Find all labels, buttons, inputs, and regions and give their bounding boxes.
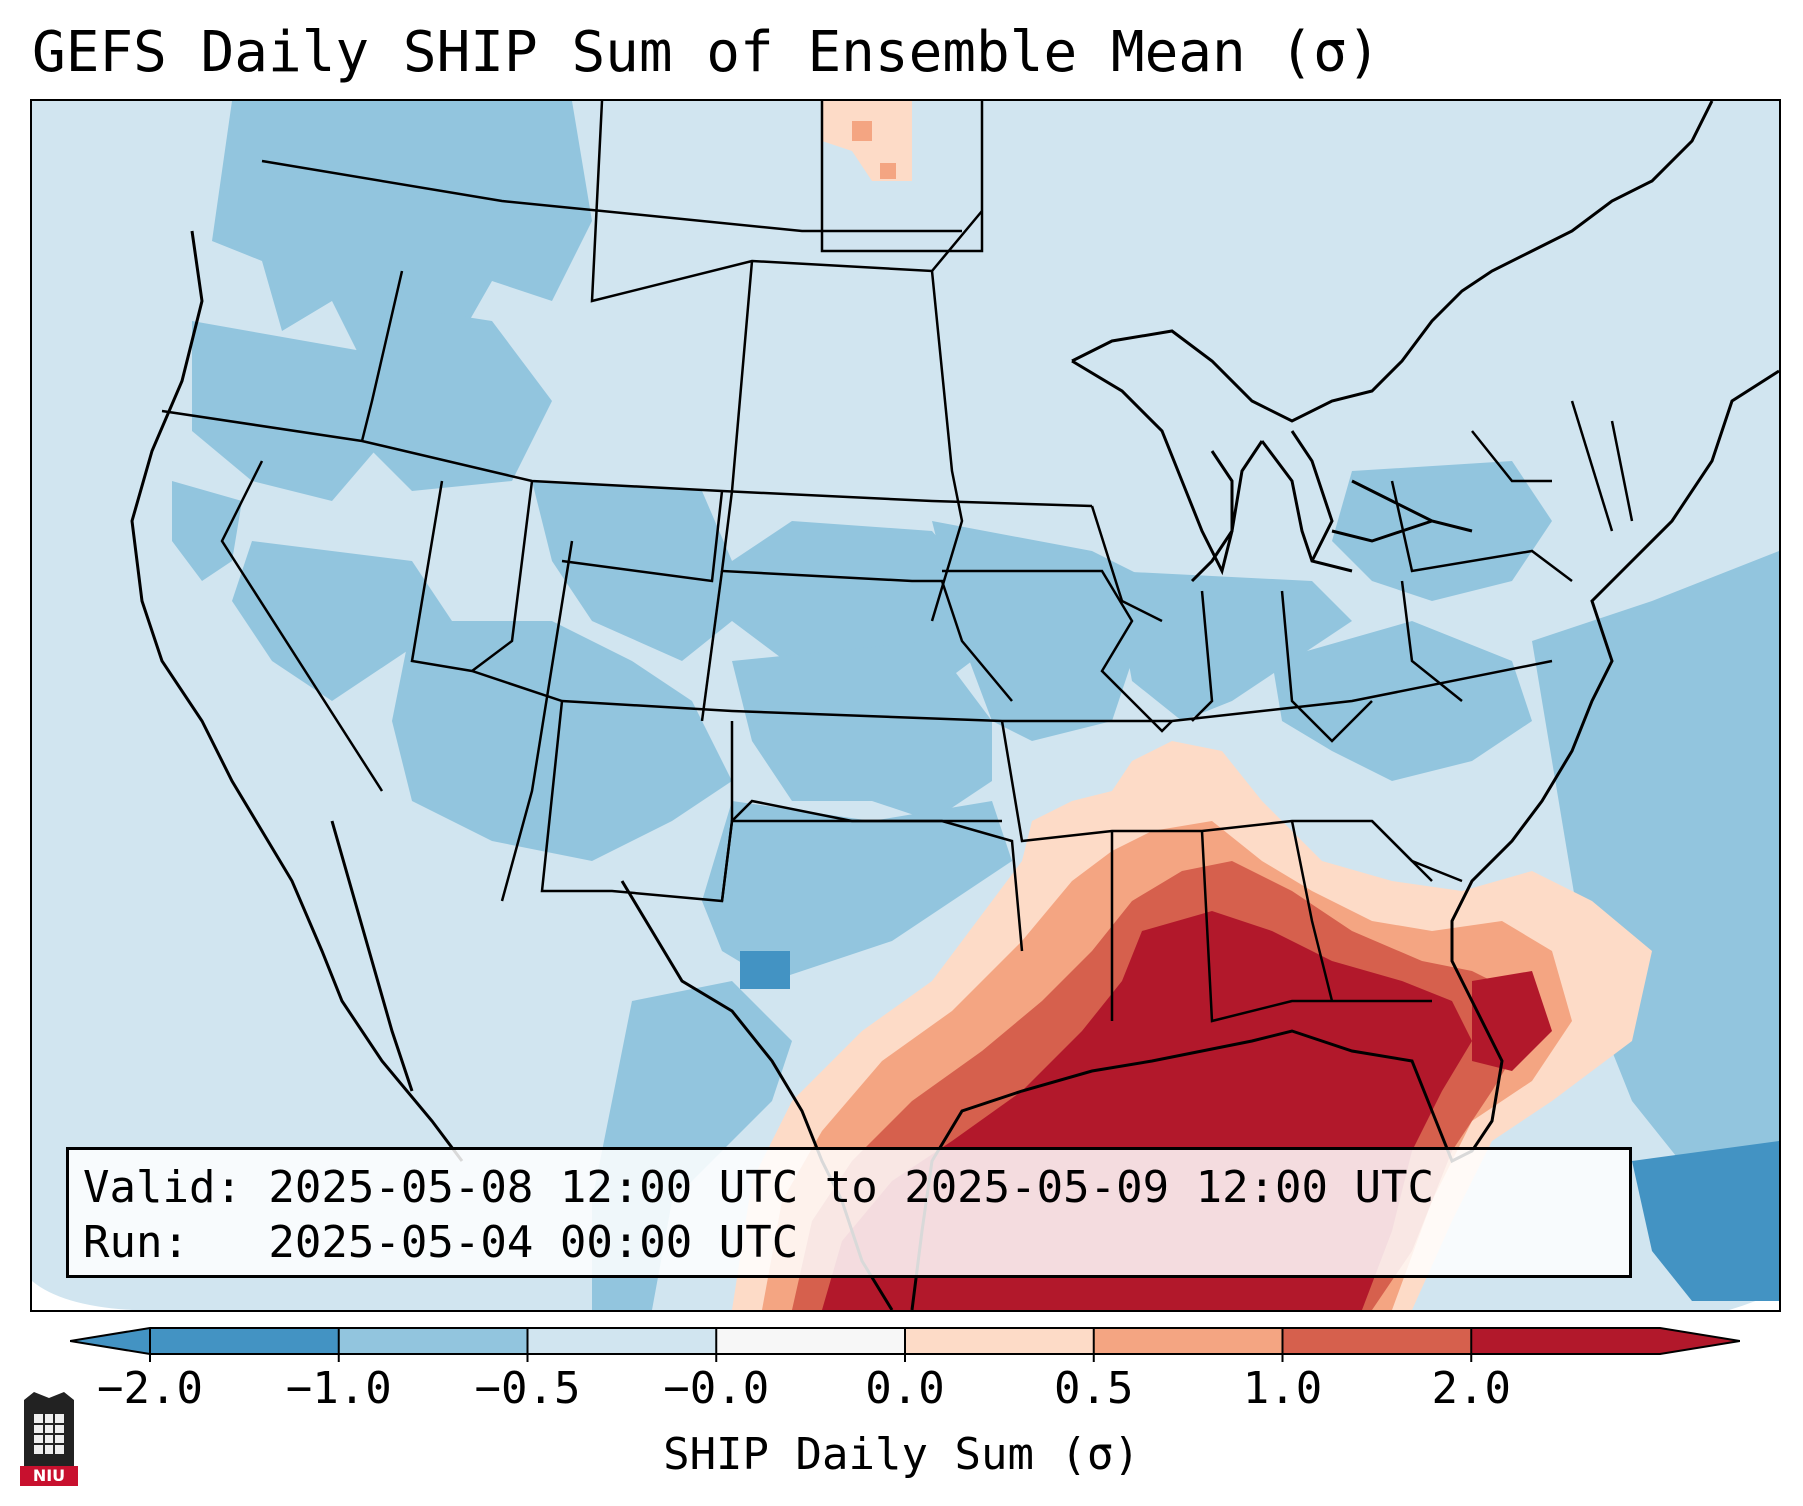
colorbar-tick-label: 0.5 xyxy=(1054,1363,1134,1414)
logo-banner xyxy=(20,1466,78,1486)
colorbar-segment xyxy=(338,1328,528,1354)
colorbar-tick-label: 1.0 xyxy=(1242,1363,1323,1414)
colorbar-label: SHIP Daily Sum (σ) xyxy=(663,1429,1140,1480)
chart-title: GEFS Daily SHIP Sum of Ensemble Mean (σ) xyxy=(32,20,1381,85)
colorbar-tick-label: −2.0 xyxy=(97,1363,203,1414)
colorbar-segment xyxy=(527,1328,717,1354)
colorbar-segments xyxy=(150,1328,1661,1354)
colorbar-tick-label: −0.0 xyxy=(663,1363,770,1414)
run-info-box: Valid: 2025-05-08 12:00 UTC to 2025-05-0… xyxy=(66,1147,1632,1278)
anomaly-map xyxy=(32,101,1779,1310)
colorbar-tick-label: −0.5 xyxy=(474,1363,581,1414)
run-time-text: Run: 2025-05-04 00:00 UTC xyxy=(83,1217,799,1268)
colorbar-tick-label: 0.0 xyxy=(865,1363,945,1414)
colorbar-tick-label: 2.0 xyxy=(1431,1363,1511,1414)
colorbar xyxy=(70,1327,1740,1362)
strong-negative-regions xyxy=(740,951,1779,1301)
valid-time-text: Valid: 2025-05-08 12:00 UTC to 2025-05-0… xyxy=(83,1162,1435,1213)
colorbar-extend-high xyxy=(1660,1328,1740,1354)
colorbar-segment xyxy=(150,1328,340,1354)
colorbar-segment xyxy=(716,1328,906,1354)
great-lakes xyxy=(1071,359,1433,576)
logo-text: NIU xyxy=(32,1466,66,1485)
colorbar-extend-low xyxy=(70,1328,150,1354)
niu-logo xyxy=(20,1392,78,1486)
colorbar-segment xyxy=(1282,1328,1472,1354)
colorbar-tick-label: −1.0 xyxy=(285,1363,392,1414)
colorbar-segment xyxy=(905,1328,1095,1354)
colorbar-segment xyxy=(1471,1328,1661,1354)
colorbar-segment xyxy=(1093,1328,1283,1354)
state-borders xyxy=(161,101,1634,1023)
map-panel xyxy=(30,99,1781,1312)
